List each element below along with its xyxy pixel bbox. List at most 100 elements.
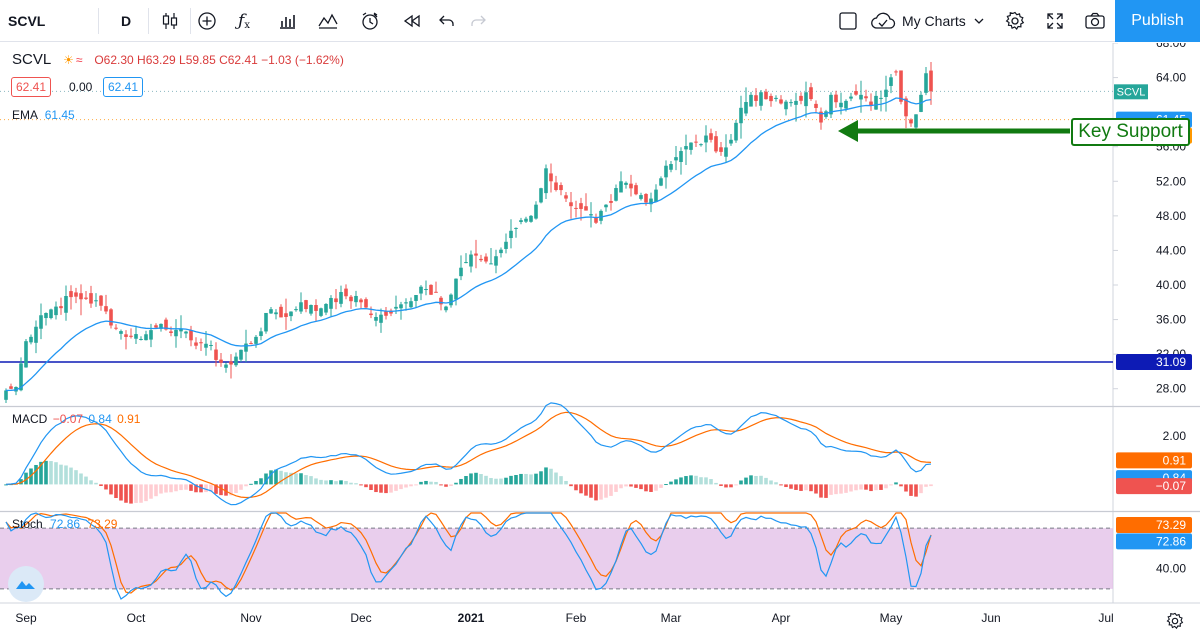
candle-body[interactable] [859,94,863,100]
candle-body[interactable] [514,227,518,229]
candle-body[interactable] [229,361,233,365]
candle-body[interactable] [644,193,648,203]
candle-body[interactable] [864,96,868,99]
candle-body[interactable] [89,293,93,304]
alert-clock-icon[interactable] [355,0,385,42]
candle-body[interactable] [634,185,638,195]
candle-body[interactable] [689,142,693,150]
candle-body[interactable] [384,311,388,316]
candle-body[interactable] [684,146,688,150]
candle-body[interactable] [469,254,473,267]
macd-line[interactable] [5,402,932,506]
candle-body[interactable] [709,133,713,140]
candles-icon[interactable] [154,0,186,42]
candle-body[interactable] [494,256,498,266]
candle-body[interactable] [424,289,428,291]
candle-body[interactable] [189,330,193,341]
candle-body[interactable] [904,98,908,117]
candle-body[interactable] [589,214,593,216]
candle-body[interactable] [694,141,698,143]
candle-body[interactable] [209,344,213,346]
candle-body[interactable] [774,97,778,99]
settings-gear-icon[interactable] [1000,0,1030,42]
candle-body[interactable] [299,302,303,312]
candle-body[interactable] [879,97,883,99]
candle-body[interactable] [534,204,538,219]
chart-settings-gear-icon[interactable] [1162,608,1188,634]
candle-body[interactable] [134,334,138,339]
price-chart[interactable]: 28.0032.0036.0040.0044.0048.0052.0056.00… [0,43,1200,636]
candle-body[interactable] [809,87,813,100]
candle-body[interactable] [144,334,148,341]
candle-body[interactable] [714,136,718,152]
candle-body[interactable] [199,342,203,344]
candle-body[interactable] [734,122,738,141]
candle-body[interactable] [429,284,433,295]
candle-body[interactable] [619,181,623,193]
candle-body[interactable] [394,306,398,309]
candle-body[interactable] [869,101,873,106]
candle-body[interactable] [109,309,113,326]
add-indicator-icon[interactable] [192,0,222,42]
candle-body[interactable] [9,386,13,389]
candle-body[interactable] [259,331,263,337]
candle-body[interactable] [889,77,893,86]
candle-body[interactable] [369,313,373,316]
candle-body[interactable] [374,316,378,321]
candle-body[interactable] [844,100,848,109]
candle-body[interactable] [349,296,353,302]
candle-body[interactable] [459,267,463,277]
candle-body[interactable] [79,293,83,300]
candle-body[interactable] [309,304,313,314]
snapshot-camera-icon[interactable] [1080,0,1110,42]
candle-body[interactable] [399,304,403,309]
candle-body[interactable] [574,207,578,209]
candle-body[interactable] [664,165,668,178]
candle-body[interactable] [254,336,258,344]
candle-body[interactable] [294,309,298,311]
candle-body[interactable] [489,263,493,265]
candle-body[interactable] [279,306,283,318]
candle-body[interactable] [124,334,128,337]
candle-body[interactable] [439,297,443,305]
stoch-d-line[interactable] [5,512,932,594]
candle-body[interactable] [804,92,808,107]
candle-body[interactable] [609,200,613,203]
candle-body[interactable] [414,295,418,301]
candle-body[interactable] [334,298,338,303]
candle-body[interactable] [64,296,68,313]
candle-body[interactable] [509,230,513,239]
publish-button[interactable]: Publish [1115,0,1200,42]
candle-body[interactable] [794,100,798,105]
candle-body[interactable] [549,173,553,182]
candle-body[interactable] [154,325,158,328]
candle-body[interactable] [274,312,278,315]
candle-body[interactable] [449,294,453,306]
ema-line[interactable] [5,97,932,392]
replay-icon[interactable] [397,0,427,42]
candle-body[interactable] [19,363,23,391]
ask-price-box[interactable]: 62.41 [103,77,144,97]
candle-body[interactable] [339,292,343,304]
candle-body[interactable] [744,102,748,114]
candle-body[interactable] [759,92,763,106]
candle-body[interactable] [129,335,133,337]
candle-body[interactable] [364,299,368,308]
candle-body[interactable] [519,220,523,222]
candle-body[interactable] [884,89,888,98]
candle-body[interactable] [699,144,703,146]
candle-body[interactable] [854,91,858,95]
candle-body[interactable] [544,168,548,194]
candle-body[interactable] [184,331,188,334]
candle-body[interactable] [244,343,248,352]
candle-body[interactable] [139,338,143,340]
candle-body[interactable] [179,328,183,332]
bid-price-box[interactable]: 62.41 [11,77,52,97]
candle-body[interactable] [69,291,73,298]
candle-body[interactable] [319,308,323,316]
candle-body[interactable] [504,241,508,249]
candle-body[interactable] [94,300,98,302]
candle-body[interactable] [39,315,43,329]
candle-body[interactable] [219,359,223,363]
